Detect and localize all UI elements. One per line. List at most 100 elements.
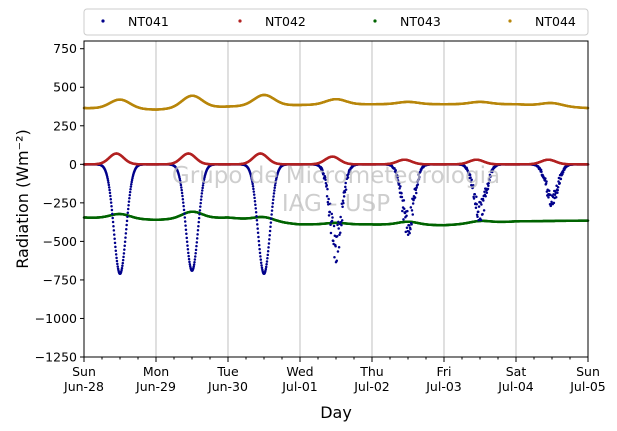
point-NT041	[113, 237, 116, 241]
point-NT041	[481, 212, 484, 216]
point-NT041	[180, 186, 183, 189]
point-NT041	[112, 224, 115, 228]
point-NT041	[337, 220, 340, 224]
point-NT041	[340, 219, 344, 222]
point-NT041	[411, 202, 415, 205]
point-NT041	[186, 244, 189, 247]
point-NT041	[273, 189, 276, 192]
point-NT041	[264, 265, 268, 269]
series-NT043	[82, 210, 590, 227]
point-NT041	[185, 236, 188, 240]
point-NT041	[123, 240, 127, 243]
point-NT041	[187, 257, 191, 261]
point-NT041	[111, 220, 115, 224]
point-NT041	[199, 201, 202, 205]
point-NT041	[482, 199, 485, 202]
point-NT041	[255, 214, 258, 218]
point-NT041	[185, 240, 189, 244]
point-NT041	[123, 244, 126, 247]
point-NT041	[413, 196, 417, 199]
point-NT041	[124, 236, 127, 239]
point-NT041	[184, 228, 188, 231]
point-NT041	[194, 248, 198, 252]
point-NT041	[340, 223, 343, 227]
point-NT041	[198, 212, 201, 216]
point-NT041	[254, 203, 257, 206]
point-NT041	[485, 191, 489, 195]
point-NT041	[270, 217, 273, 220]
point-NT041	[257, 243, 261, 247]
point-NT041	[178, 179, 182, 182]
point-NT041	[254, 207, 257, 210]
point-NT041	[185, 232, 188, 236]
point-NT041	[329, 223, 332, 227]
point-NT041	[332, 224, 336, 228]
point-NT041	[272, 192, 276, 195]
point-NT041	[128, 193, 131, 197]
point-NT041	[400, 192, 403, 195]
point-NT041	[561, 171, 565, 174]
point-NT041	[480, 203, 483, 206]
series-NT044	[82, 93, 590, 111]
point-NT041	[186, 248, 190, 251]
point-NT041	[257, 239, 261, 243]
point-NT041	[195, 241, 199, 244]
point-NT041	[181, 197, 185, 201]
point-NT041	[410, 209, 414, 212]
point-NT041	[183, 216, 187, 219]
point-NT041	[335, 259, 339, 263]
point-NT041	[266, 249, 270, 253]
point-NT041	[110, 205, 113, 208]
point-NT041	[120, 268, 123, 272]
point-NT041	[260, 266, 264, 270]
point-NT041	[552, 201, 556, 205]
point-NT041	[193, 258, 197, 261]
point-NT041	[201, 184, 205, 187]
point-NT041	[274, 181, 277, 185]
point-NT041	[335, 234, 339, 238]
point-NT041	[558, 181, 561, 185]
grid-lines	[155, 41, 517, 357]
point-NT041	[252, 193, 256, 196]
point-NT041	[112, 229, 116, 232]
point-NT041	[107, 183, 111, 187]
point-NT041	[273, 183, 277, 187]
point-NT041	[334, 245, 337, 248]
point-NT041	[252, 190, 256, 193]
point-NT041	[254, 211, 258, 214]
point-NT041	[108, 191, 112, 195]
point-NT041	[109, 201, 113, 204]
point-NT041	[547, 196, 550, 199]
point-NT041	[121, 264, 124, 268]
series-layer	[82, 93, 590, 276]
point-NT041	[256, 223, 259, 226]
point-NT041	[126, 215, 129, 219]
point-NT041	[180, 188, 183, 192]
point-NT041	[547, 189, 551, 193]
point-NT041	[188, 260, 191, 264]
point-NT041	[337, 227, 340, 230]
point-NT041	[477, 210, 480, 213]
point-NT041	[401, 209, 404, 213]
point-NT041	[116, 262, 119, 266]
point-NT041	[267, 242, 271, 245]
point-NT041	[184, 224, 187, 227]
point-NT041	[405, 214, 408, 218]
point-NT041	[540, 170, 543, 174]
point-NT041	[474, 206, 478, 210]
point-NT041	[121, 258, 125, 262]
point-NT041	[267, 246, 270, 249]
point-NT041	[544, 177, 547, 180]
point-NT041	[122, 252, 126, 255]
point-NT041	[202, 179, 206, 183]
point-NT041	[125, 223, 128, 227]
point-NT041	[201, 186, 204, 190]
point-NT041	[196, 233, 199, 236]
point-NT041	[192, 265, 195, 268]
point-NT041	[257, 235, 260, 239]
point-NT041	[475, 213, 479, 216]
point-NT041	[256, 231, 260, 235]
point-NT041	[409, 206, 413, 209]
point-NT041	[402, 199, 406, 202]
